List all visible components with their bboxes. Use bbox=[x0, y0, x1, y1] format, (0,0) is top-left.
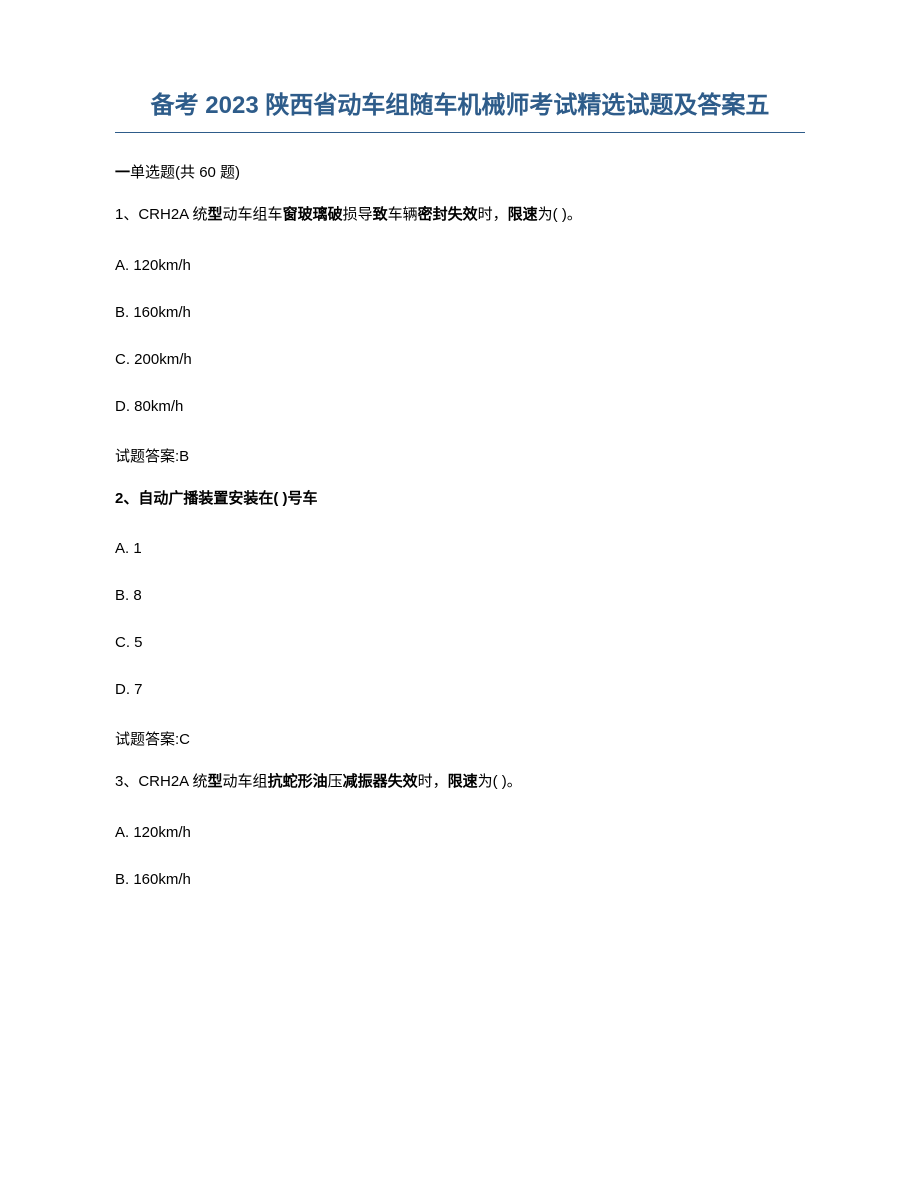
q3-part4: 压 bbox=[328, 773, 343, 790]
q1-option-d: D. 80km/h bbox=[115, 398, 805, 415]
q1-part10: 为( )。 bbox=[538, 206, 582, 223]
q1-part8: 时， bbox=[478, 206, 508, 223]
question-3: 3、CRH2A 统型动车组抗蛇形油压减振器失效时，限速为( )。 bbox=[115, 771, 805, 794]
q1-option-b: B. 160km/h bbox=[115, 304, 805, 321]
question-number: 1、 bbox=[115, 206, 138, 223]
q3-part0: CRH2A 统 bbox=[138, 773, 207, 790]
question-2: 2、自动广播装置安装在( )号车 bbox=[115, 488, 805, 511]
q2-option-c: C. 5 bbox=[115, 634, 805, 651]
answer-label: 试题答案: bbox=[115, 448, 179, 465]
section-label: 单选题 bbox=[130, 164, 175, 181]
q2-option-b: B. 8 bbox=[115, 587, 805, 604]
section-header: 一单选题(共 60 题) bbox=[115, 161, 805, 182]
q1-part5: 致 bbox=[373, 206, 388, 223]
q3-part8: 为( )。 bbox=[478, 773, 522, 790]
q3-part1: 型 bbox=[208, 773, 223, 790]
question-number: 2、 bbox=[115, 490, 138, 507]
section-count: (共 60 题) bbox=[175, 164, 240, 181]
q2-text: 自动广播装置安装在( )号车 bbox=[138, 490, 317, 507]
q2-option-a: A. 1 bbox=[115, 540, 805, 557]
q1-part6: 车辆 bbox=[388, 206, 418, 223]
question-1: 1、CRH2A 统型动车组车窗玻璃破损导致车辆密封失效时，限速为( )。 bbox=[115, 204, 805, 227]
q2-option-d: D. 7 bbox=[115, 681, 805, 698]
q3-option-a: A. 120km/h bbox=[115, 824, 805, 841]
section-prefix: 一 bbox=[115, 164, 130, 181]
question-number: 3、 bbox=[115, 773, 138, 790]
q1-part2: 动车组车 bbox=[223, 206, 283, 223]
answer-value: C bbox=[179, 731, 190, 748]
q3-part5: 减振器失效 bbox=[343, 773, 418, 790]
q1-part7: 密封失效 bbox=[418, 206, 478, 223]
q1-option-c: C. 200km/h bbox=[115, 351, 805, 368]
q3-part7: 限速 bbox=[448, 773, 478, 790]
q1-part1: 型 bbox=[208, 206, 223, 223]
q1-part9: 限速 bbox=[508, 206, 538, 223]
q1-part3: 窗玻璃破 bbox=[283, 206, 343, 223]
q3-part3: 抗蛇形油 bbox=[268, 773, 328, 790]
q3-part6: 时， bbox=[418, 773, 448, 790]
q1-part4: 损导 bbox=[343, 206, 373, 223]
q1-answer: 试题答案:B bbox=[115, 445, 805, 466]
answer-value: B bbox=[179, 448, 189, 465]
q2-answer: 试题答案:C bbox=[115, 728, 805, 749]
q3-option-b: B. 160km/h bbox=[115, 871, 805, 888]
q1-option-a: A. 120km/h bbox=[115, 257, 805, 274]
page-title: 备考 2023 陕西省动车组随车机械师考试精选试题及答案五 bbox=[115, 85, 805, 133]
q1-part0: CRH2A 统 bbox=[138, 206, 207, 223]
q3-part2: 动车组 bbox=[223, 773, 268, 790]
answer-label: 试题答案: bbox=[115, 731, 179, 748]
